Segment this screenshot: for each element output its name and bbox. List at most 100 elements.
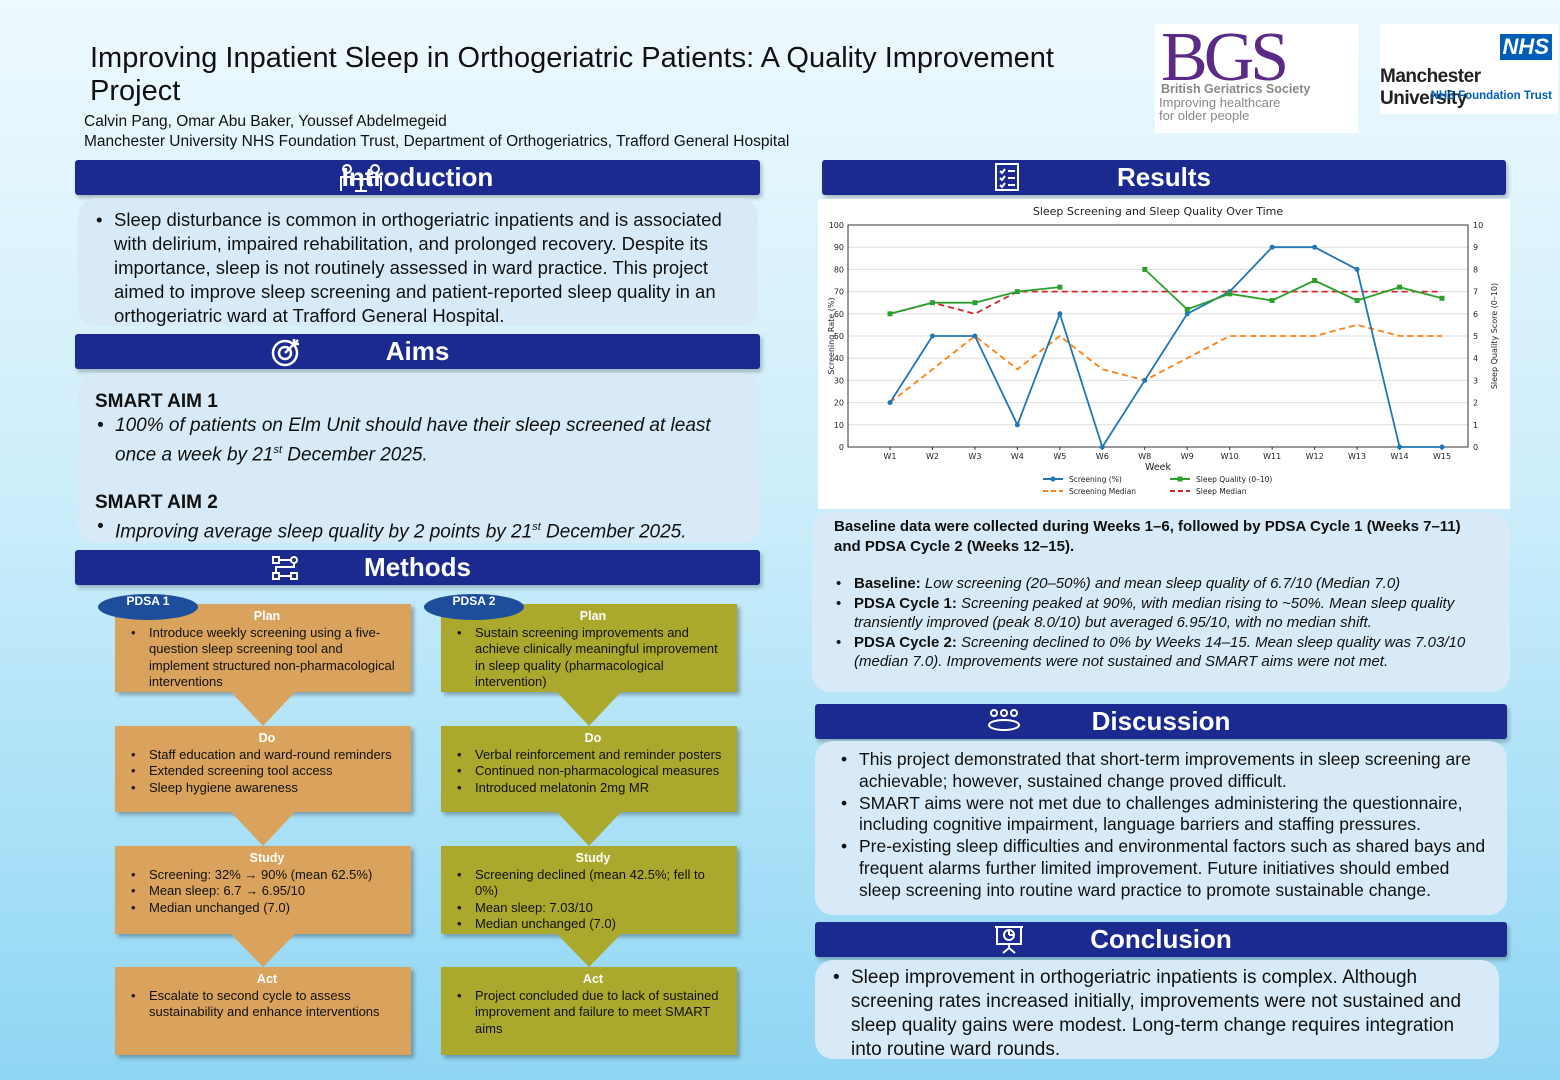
pdsa2-act-title: Act xyxy=(582,972,604,986)
y-tick-label: 20 xyxy=(834,399,844,408)
data-point-sleep-quality xyxy=(1439,295,1445,301)
pdsa2-study-item: Mean sleep: 7.03/10 xyxy=(455,900,731,917)
y2-tick-label: 7 xyxy=(1473,288,1478,297)
x-tick-label: W14 xyxy=(1390,452,1408,461)
flow-arrow xyxy=(231,812,295,846)
data-point-sleep-quality xyxy=(929,300,935,306)
introduction-title: Introduction xyxy=(341,162,494,192)
y-tick-label: 70 xyxy=(834,288,844,297)
results-bullet: PDSA Cycle 2: Screening declined to 0% b… xyxy=(834,633,1490,672)
data-point-screening xyxy=(1142,377,1148,383)
legend-marker xyxy=(1050,476,1056,482)
results-chart: 0 10 20 30 40 50 60 70 80 90 100 0 1 2 3 4 5 6 7 8 9 10 W1 W2 W3… xyxy=(818,199,1510,509)
introduction-header: Introduction xyxy=(75,160,760,195)
flow-arrow xyxy=(557,692,621,726)
presentation-icon xyxy=(995,926,1023,954)
discussion-item: Pre-existing sleep difficulties and envi… xyxy=(839,836,1487,901)
data-point-sleep-quality xyxy=(1227,291,1233,297)
legend-label: Sleep Median xyxy=(1196,487,1247,496)
pdsa1-do-box: Do Staff education and ward-round reminde… xyxy=(115,726,411,812)
pdsa1-do-item: Sleep hygiene awareness xyxy=(129,780,405,797)
legend-label: Sleep Quality (0–10) xyxy=(1196,475,1272,484)
methods-title: Methods xyxy=(364,552,471,582)
pdsa1-study-item: Median unchanged (7.0) xyxy=(129,900,405,917)
pdsa1-study-item: Mean sleep: 6.7 → 6.95/10 xyxy=(129,883,405,900)
x-tick-label: W2 xyxy=(926,452,939,461)
data-point-sleep-quality xyxy=(1354,297,1360,303)
x-tick-label: W13 xyxy=(1348,452,1366,461)
pdsa1-plan-item: Introduce weekly screening using a five-… xyxy=(129,625,405,691)
y-tick-label: 30 xyxy=(834,376,844,385)
y2-tick-label: 4 xyxy=(1473,354,1478,363)
x-tick-label: W9 xyxy=(1181,452,1194,461)
author-block: Calvin Pang, Omar Abu Baker, Youssef Abd… xyxy=(84,112,789,152)
bgs-logo-name: British Geriatrics Society xyxy=(1161,82,1311,96)
nhs-trust-sub: NHS Foundation Trust xyxy=(1430,90,1552,102)
data-point-screening xyxy=(1397,444,1403,450)
pdsa2-plan-item: Sustain screening improvements and achie… xyxy=(455,625,731,691)
series-line-sleep-quality- xyxy=(1144,268,1443,311)
flow-arrow xyxy=(557,812,621,846)
data-point-screening xyxy=(1439,444,1445,450)
pdsa2-do-item: Continued non-pharmacological measures xyxy=(455,763,731,780)
y-tick-label: 80 xyxy=(834,265,844,274)
y-tick-label: 0 xyxy=(839,443,844,452)
x-tick-label: W5 xyxy=(1053,452,1066,461)
data-point-sleep-quality xyxy=(1312,278,1318,283)
data-point-screening xyxy=(1312,244,1318,250)
aim2-text: Improving average sleep quality by 2 poi… xyxy=(95,515,760,544)
y2-tick-label: 1 xyxy=(1473,421,1478,430)
x-tick-label: W10 xyxy=(1221,452,1239,461)
results-title: Results xyxy=(1117,162,1211,192)
introduction-panel: Sleep disturbance is common in orthogeri… xyxy=(78,198,758,326)
poster-title: Improving Inpatient Sleep in Orthogeriat… xyxy=(90,42,1054,107)
y2-tick-label: 5 xyxy=(1473,332,1478,341)
bgs-logo-mark: BGS xyxy=(1161,19,1289,96)
x-tick-label: W11 xyxy=(1263,452,1281,461)
discussion-title: Discussion xyxy=(1091,706,1231,736)
target-icon xyxy=(271,339,299,367)
pdsa2-study-item: Screening declined (mean 42.5%; fell to … xyxy=(455,867,731,900)
nhs-trust-name: Manchester University xyxy=(1380,66,1481,109)
aim1-text: 100% of patients on Elm Unit should have… xyxy=(95,414,760,467)
discussion-item: SMART aims were not met due to challenge… xyxy=(839,793,1487,837)
results-bullet: Baseline: Low screening (20–50%) and mea… xyxy=(834,574,1490,594)
y2-tick-label: 8 xyxy=(1473,265,1478,274)
nhs-logo: NHS Manchester University NHS Foundation… xyxy=(1380,24,1558,114)
pdsa1-label: PDSA 1 xyxy=(98,594,198,620)
y-tick-label: 100 xyxy=(829,221,844,230)
results-bullet-text: Low screening (20–50%) and mean sleep qu… xyxy=(920,575,1401,592)
conclusion-title: Conclusion xyxy=(1090,924,1232,954)
checklist-icon xyxy=(995,163,1019,191)
pdsa1-act-box: Act Escalate to second cycle to assess su… xyxy=(115,967,411,1055)
y2-tick-label: 2 xyxy=(1473,399,1478,408)
data-point-screening xyxy=(929,333,935,339)
y-tick-label: 10 xyxy=(834,421,844,430)
flow-arrow xyxy=(231,934,295,967)
pdsa2-do-item: Introduced melatonin 2mg MR xyxy=(455,780,731,797)
x-tick-label: W8 xyxy=(1138,452,1151,461)
pdsa1-do-item: Extended screening tool access xyxy=(129,763,405,780)
results-bullet-label: PDSA Cycle 2: xyxy=(854,633,957,651)
y2-tick-label: 6 xyxy=(1473,310,1478,319)
pdsa2-do-item: Verbal reinforcement and reminder poster… xyxy=(455,747,731,764)
legend-label: Screening Median xyxy=(1069,487,1136,496)
y-tick-label: 60 xyxy=(834,310,844,319)
y2-axis-label: Sleep Quality Score (0–10) xyxy=(1490,283,1499,389)
results-summary: Baseline data were collected during Week… xyxy=(834,518,1461,555)
series-line-screening-median xyxy=(889,323,1442,404)
pdsa2-act-item: Project concluded due to lack of sustain… xyxy=(455,988,731,1038)
y-tick-label: 90 xyxy=(834,243,844,252)
data-point-screening xyxy=(887,400,893,406)
aim2-title: SMART AIM 2 xyxy=(95,492,218,514)
bgs-logo: BGS British Geriatrics Society Improving… xyxy=(1155,19,1358,133)
discussion-item: This project demonstrated that short-ter… xyxy=(839,749,1487,793)
x-tick-label: W1 xyxy=(884,452,897,461)
results-bullet: PDSA Cycle 1: Screening peaked at 90%, w… xyxy=(834,594,1490,633)
x-tick-label: W4 xyxy=(1011,452,1024,461)
aim1-title: SMART AIM 1 xyxy=(95,391,218,412)
discussion-header: Discussion xyxy=(815,704,1507,739)
x-tick-label: W3 xyxy=(968,452,981,461)
legend-marker xyxy=(1177,476,1183,482)
pdsa1-do-title: Do xyxy=(258,731,276,745)
